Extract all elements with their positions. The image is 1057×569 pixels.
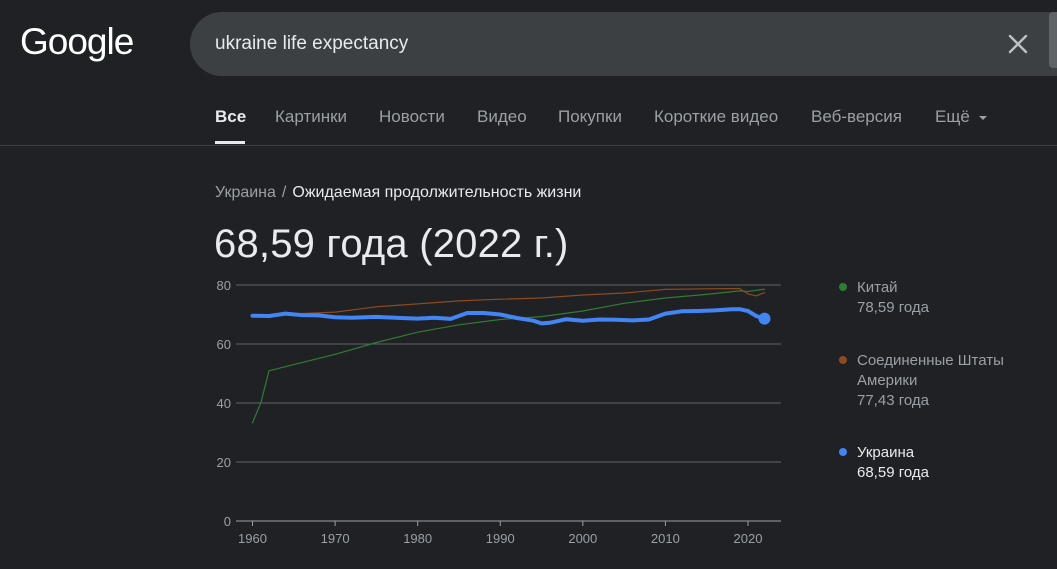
legend-name: Украина (857, 444, 915, 461)
active-tab-indicator (215, 141, 245, 144)
header-divider (0, 145, 1057, 146)
legend-value: 68,59 года (857, 464, 929, 481)
clear-search-button[interactable] (1006, 32, 1030, 56)
google-logo-wordmark: Google (20, 21, 134, 62)
life-expectancy-chart[interactable]: 0 20 40 60 80 1960 1970 1980 1990 2000 2010 2020 (0, 0, 800, 569)
x-tick-label: 1970 (321, 531, 350, 546)
breadcrumb-separator: / (281, 184, 287, 201)
tab-all[interactable]: Все (215, 107, 247, 126)
svg-text:Google: Google (20, 21, 133, 62)
legend-value: 78,59 года (857, 299, 929, 316)
breadcrumb-parent[interactable]: Украина (215, 184, 276, 201)
legend-name: Соединенные Штаты Америки (857, 352, 1004, 389)
legend-dot-china (839, 283, 847, 291)
y-tick-label: 80 (217, 278, 231, 293)
y-tick-label: 20 (217, 455, 231, 470)
series-line-usa (251, 287, 766, 316)
search-box[interactable] (190, 12, 1057, 76)
x-tick-label: 1960 (238, 531, 267, 546)
x-tick-label: 2020 (734, 531, 763, 546)
breadcrumb-current: Ожидаемая продолжительность жизни (292, 184, 582, 201)
tab-web[interactable]: Веб-версия (811, 107, 902, 126)
search-input[interactable] (215, 31, 935, 57)
legend-value: 77,43 года (857, 392, 929, 409)
tab-images[interactable]: Картинки (275, 107, 348, 126)
tab-news[interactable]: Новости (379, 107, 445, 126)
tab-more[interactable]: Ещё (935, 107, 970, 126)
breadcrumb: Украина / Ожидаемая продолжительность жизн… (215, 184, 581, 202)
legend-dot-usa (839, 356, 847, 364)
y-tick-label: 60 (217, 337, 231, 352)
tab-shopping[interactable]: Покупки (558, 107, 622, 126)
headline-value: 68,59 года (2022 г.) (214, 222, 569, 266)
y-tick-label: 40 (217, 396, 231, 411)
x-tick-label: 2000 (568, 531, 597, 546)
x-tick-label: 1980 (403, 531, 432, 546)
y-tick-label: 0 (224, 514, 231, 529)
tab-short-videos[interactable]: Короткие видео (654, 107, 779, 126)
legend-dot-ukraine (839, 448, 847, 456)
series-line-ukraine (250, 307, 767, 326)
legend-name: Китай (857, 279, 898, 296)
x-tick-label: 1990 (486, 531, 515, 546)
chevron-down-icon (979, 116, 987, 120)
close-icon (1008, 34, 1028, 54)
x-tick-label: 2010 (651, 531, 680, 546)
tab-videos[interactable]: Видео (477, 107, 527, 126)
google-logo[interactable]: Google (20, 18, 140, 68)
scrollbar[interactable] (1049, 12, 1057, 68)
ukraine-endpoint-marker (758, 312, 771, 325)
